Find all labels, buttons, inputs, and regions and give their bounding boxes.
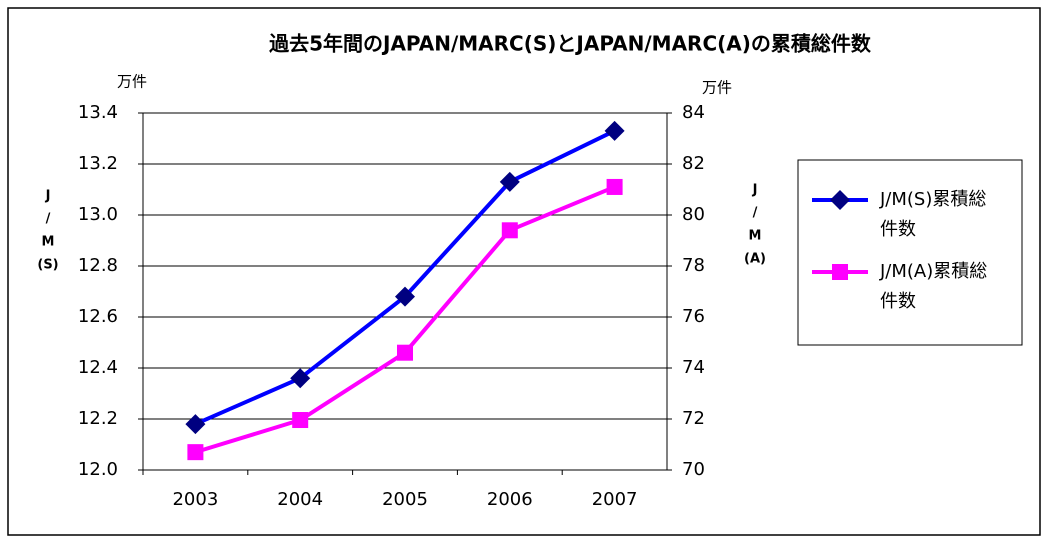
- y2-tick-label: 74: [682, 357, 705, 378]
- y2-tick-label: 72: [682, 408, 705, 429]
- y2-tick-label: 84: [682, 102, 705, 123]
- x-tick-label: 2005: [382, 489, 428, 510]
- y-tick-label: 12.4: [78, 357, 118, 378]
- data-point: [395, 286, 415, 307]
- y-axis-label: /: [46, 212, 51, 227]
- y-axis-label: (S): [37, 258, 58, 273]
- legend-label: J/M(S)累積総件数: [880, 189, 987, 240]
- y2-axis-label: J: [752, 183, 758, 198]
- data-point: [604, 120, 625, 141]
- legend-label: J/M(A)累積総件数: [880, 261, 988, 312]
- y2-axis-label: (A): [744, 252, 766, 267]
- y-unit: 万件: [117, 73, 147, 91]
- y-tick-label: 12.8: [78, 255, 118, 276]
- y2-axis-label: M: [749, 229, 762, 244]
- y2-tick-label: 82: [682, 153, 705, 174]
- data-point: [499, 171, 520, 192]
- y2-axis-label: /: [753, 206, 758, 221]
- x-tick-label: 2006: [487, 489, 533, 510]
- chart-title: 過去5年間のJAPAN/MARC(S)とJAPAN/MARC(A)の累積総件数: [269, 32, 872, 56]
- y-tick-label: 13.2: [78, 153, 118, 174]
- x-tick-label: 2003: [172, 489, 218, 510]
- data-point: [187, 444, 204, 461]
- legend-marker: [830, 190, 850, 210]
- y2-tick-label: 78: [682, 255, 705, 276]
- y-tick-label: 12.6: [78, 306, 118, 327]
- y2-tick-label: 70: [682, 459, 705, 480]
- data-point: [185, 414, 206, 435]
- y-axis-label: J: [45, 189, 51, 204]
- data-point: [501, 222, 518, 239]
- data-point: [290, 368, 311, 389]
- legend-marker: [832, 264, 848, 280]
- y-tick-label: 12.2: [78, 408, 118, 429]
- y-axis-label: M: [42, 235, 55, 250]
- data-point: [397, 344, 413, 361]
- data-point: [606, 178, 623, 195]
- y-tick-label: 13.4: [78, 102, 118, 123]
- y2-unit: 万件: [702, 79, 732, 97]
- data-point: [292, 412, 309, 429]
- y2-tick-label: 76: [682, 306, 705, 327]
- y-tick-label: 12.0: [78, 459, 118, 480]
- y2-tick-label: 80: [682, 204, 705, 225]
- x-tick-label: 2004: [277, 489, 323, 510]
- chart-frame: [7, 7, 1041, 536]
- legend-box: [797, 159, 1023, 346]
- x-tick-label: 2007: [592, 489, 638, 510]
- y-tick-label: 13.0: [78, 204, 118, 225]
